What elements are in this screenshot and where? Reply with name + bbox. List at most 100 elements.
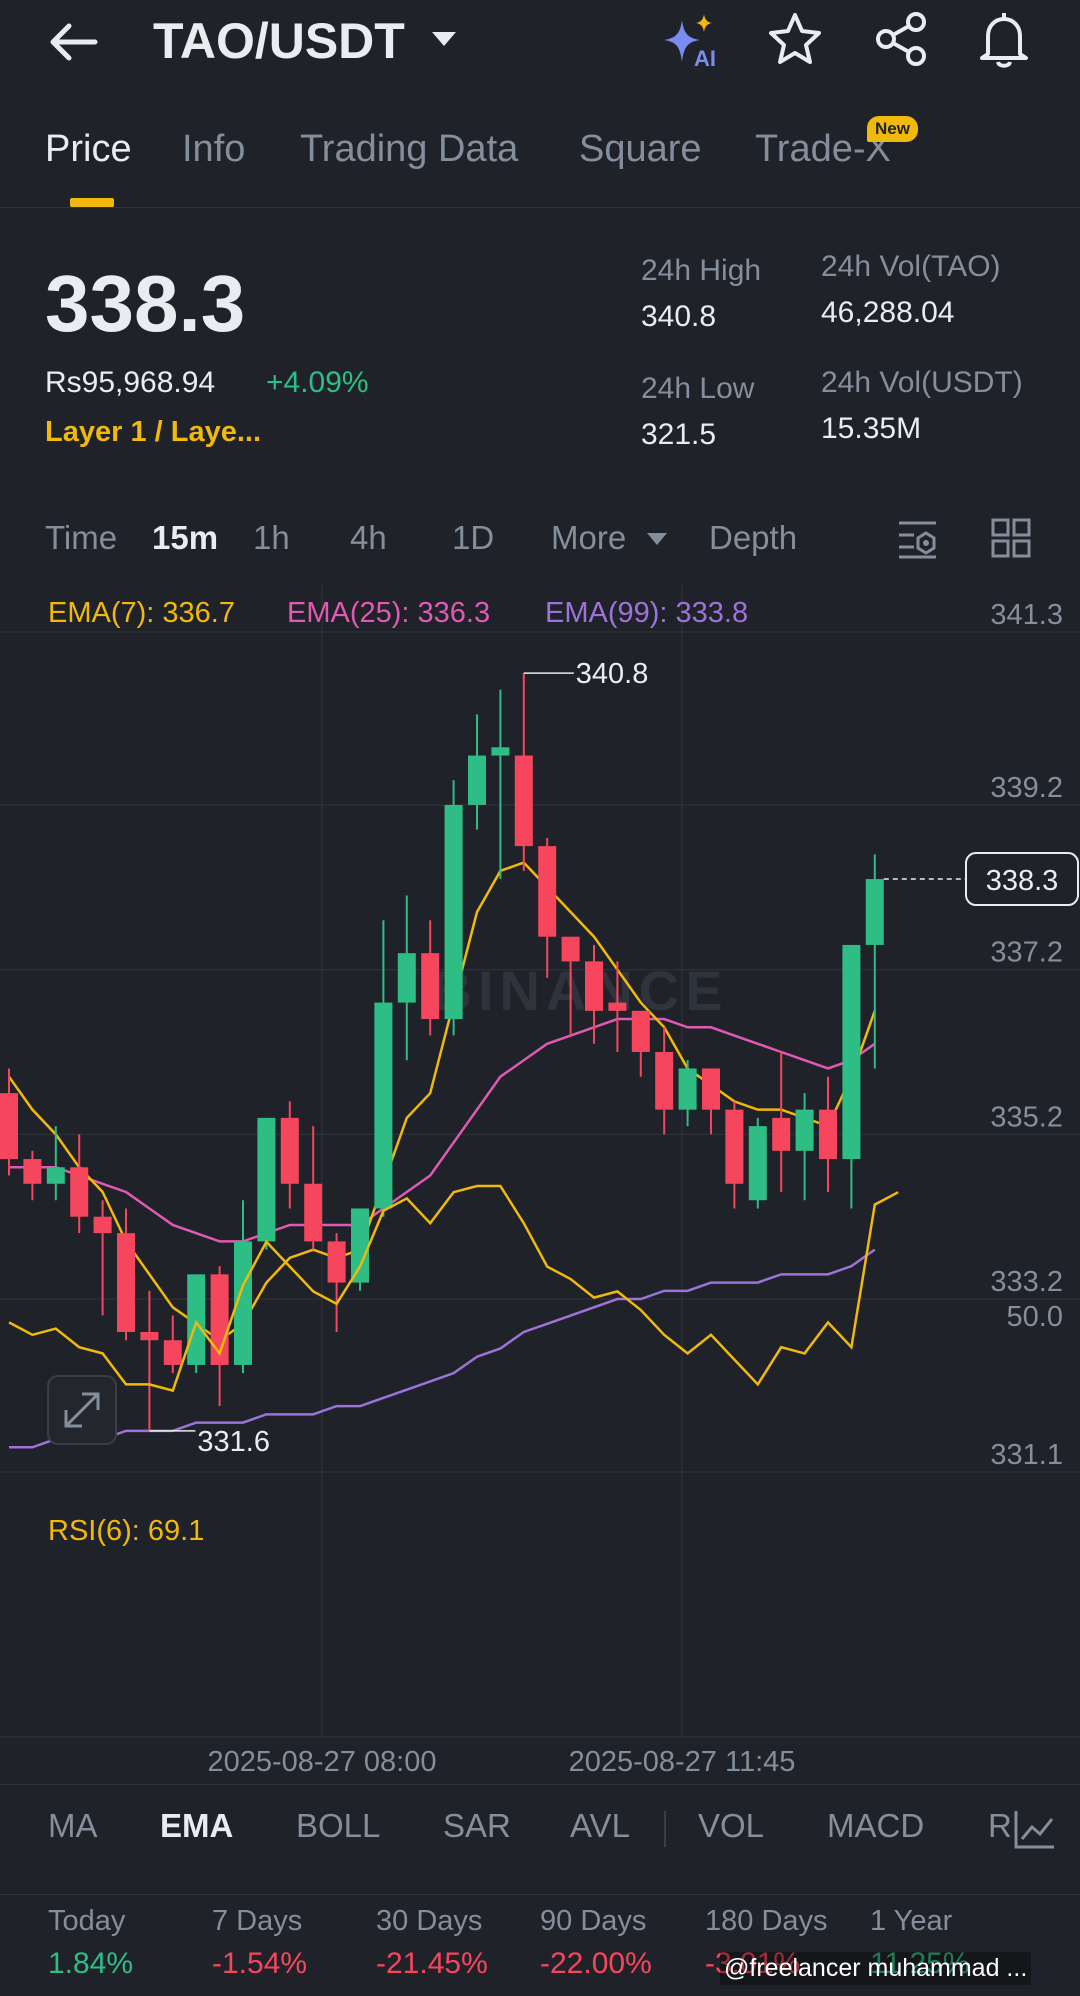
candle-body	[561, 936, 580, 962]
candle-body	[514, 755, 533, 847]
candle-body	[23, 1159, 42, 1184]
candlestick-chart[interactable]: BINANCE 341.3 339.2 337.2 335.2 333.2 331.1 3…	[0, 585, 1080, 1780]
vol-base-label: 24h Vol(TAO)	[821, 250, 1001, 283]
chart-grid	[0, 585, 1080, 1738]
candle-body	[257, 1117, 276, 1242]
tab-square[interactable]: Square	[579, 128, 702, 170]
ai-label: AI	[694, 46, 716, 70]
timeframe-15m[interactable]: 15m	[152, 519, 219, 556]
vol-quote-label: 24h Vol(USDT)	[821, 366, 1023, 399]
pair-title[interactable]: TAO/USDT	[153, 13, 405, 69]
perf-label-7d: 7 Days	[212, 1905, 303, 1937]
candle-body	[491, 747, 510, 756]
star-icon[interactable]	[766, 10, 824, 68]
chart-settings-icon[interactable]	[896, 517, 940, 561]
bell-icon[interactable]	[976, 10, 1032, 70]
candle-body	[327, 1241, 346, 1283]
candle-body	[70, 1167, 89, 1217]
timeframe-bar: Time 15m 1h 4h 1D More Depth	[0, 515, 1080, 567]
indicator-ma[interactable]: MA	[48, 1807, 98, 1844]
candle-body	[421, 953, 440, 1020]
x-axis-labels: 2025-08-27 08:00 2025-08-27 11:45	[208, 1746, 796, 1778]
timeframe-1h[interactable]: 1h	[253, 519, 290, 556]
x-tick-label: 2025-08-27 08:00	[208, 1746, 437, 1778]
candle-body	[795, 1109, 814, 1151]
indicator-vol[interactable]: VOL	[698, 1807, 765, 1844]
tab-price[interactable]: Price	[45, 128, 132, 170]
price-markers: 338.3 340.8 331.6	[149, 658, 1079, 1458]
ema99-path	[9, 1248, 876, 1449]
ema25-path	[9, 1017, 876, 1243]
rsi-line	[8, 1184, 899, 1393]
ema25-line	[9, 1017, 876, 1243]
y-tick-label: 337.2	[990, 937, 1063, 969]
y-tick-label: 331.1	[990, 1439, 1063, 1471]
timeframe-4h[interactable]: 4h	[350, 519, 387, 556]
candle-body	[725, 1109, 744, 1184]
back-arrow-icon[interactable]	[45, 14, 105, 70]
indicator-rsi[interactable]: R	[988, 1807, 1012, 1844]
ema7-legend: EMA(7): 336.7	[48, 597, 235, 629]
tab-bar: Price Info Trading Data Square Trade-X	[0, 118, 1080, 208]
y-tick-label: 335.2	[990, 1101, 1063, 1133]
share-icon[interactable]	[872, 10, 930, 68]
last-price: 338.3	[45, 259, 246, 348]
y-axis-labels: 341.3 339.2 337.2 335.2 333.2 331.1	[990, 599, 1063, 1471]
timeframe-time[interactable]: Time	[45, 519, 118, 556]
current-price-label: 338.3	[986, 865, 1059, 897]
category-link[interactable]: Layer 1 / Laye...	[45, 416, 262, 448]
new-badge: New	[867, 116, 918, 142]
perf-value-90d: -22.00%	[540, 1947, 652, 1980]
low-value: 321.5	[641, 418, 717, 451]
rsi-tick-label: 50.0	[1007, 1301, 1063, 1333]
candle-body	[678, 1068, 697, 1110]
tab-info[interactable]: Info	[182, 128, 246, 170]
timeframe-depth[interactable]: Depth	[709, 519, 798, 556]
candle-body	[468, 755, 486, 805]
perf-label-90d: 90 Days	[540, 1905, 647, 1937]
rsi-panel: RSI(6): 69.1 50.0	[8, 1184, 1063, 1547]
indicator-macd[interactable]: MACD	[827, 1807, 925, 1844]
indicator-ema[interactable]: EMA	[160, 1807, 234, 1844]
candle-body	[93, 1216, 112, 1234]
perf-value-30d: -21.45%	[376, 1947, 488, 1980]
expand-chart-button[interactable]	[47, 1375, 117, 1445]
high-value: 340.8	[641, 300, 717, 333]
indicator-avl[interactable]: AVL	[570, 1807, 630, 1844]
caret-down-icon[interactable]	[428, 22, 460, 54]
perf-label-180d: 180 Days	[705, 1905, 828, 1937]
timeframe-1d[interactable]: 1D	[452, 519, 495, 556]
indicator-boll[interactable]: BOLL	[296, 1807, 381, 1844]
indicator-bar: MA EMA BOLL SAR AVL VOL MACD R	[0, 1784, 1080, 1874]
perf-value-7d: -1.54%	[212, 1947, 308, 1980]
high-label: 24h High	[641, 254, 762, 287]
candle-body	[374, 1002, 393, 1209]
candle-body	[234, 1241, 252, 1365]
indicator-sar[interactable]: SAR	[443, 1807, 511, 1844]
binance-watermark: BINANCE	[431, 959, 728, 1022]
ema99-line	[9, 1248, 876, 1449]
y-tick-label: 333.2	[990, 1266, 1063, 1298]
candle-body	[280, 1117, 299, 1184]
candle-body	[865, 879, 884, 945]
expand-icon	[64, 1392, 100, 1428]
more-caret-icon[interactable]	[646, 531, 668, 547]
candle-body	[117, 1233, 135, 1332]
price-change-percent: +4.09%	[266, 366, 369, 399]
indicator-settings-icon[interactable]	[1012, 1807, 1058, 1851]
ema7-path	[7, 861, 876, 1342]
fiat-price: Rs95,968.94	[45, 366, 216, 399]
candle-body	[585, 961, 603, 1011]
timeframe-more[interactable]: More	[551, 519, 627, 556]
credit-watermark: @freelancer muhammad ...	[720, 1952, 1032, 1985]
vol-base-value: 46,288.04	[821, 296, 955, 329]
ai-sparkle-icon[interactable]: AI	[660, 10, 726, 70]
rsi-legend: RSI(6): 69.1	[48, 1515, 204, 1547]
perf-label-1y: 1 Year	[870, 1905, 953, 1937]
grid-layout-icon[interactable]	[990, 517, 1032, 559]
perf-label-today: Today	[48, 1905, 126, 1937]
candle-body	[0, 1093, 18, 1160]
candle-body	[748, 1126, 767, 1201]
perf-value-today: 1.84%	[48, 1947, 134, 1980]
tab-trading-data[interactable]: Trading Data	[300, 128, 519, 170]
